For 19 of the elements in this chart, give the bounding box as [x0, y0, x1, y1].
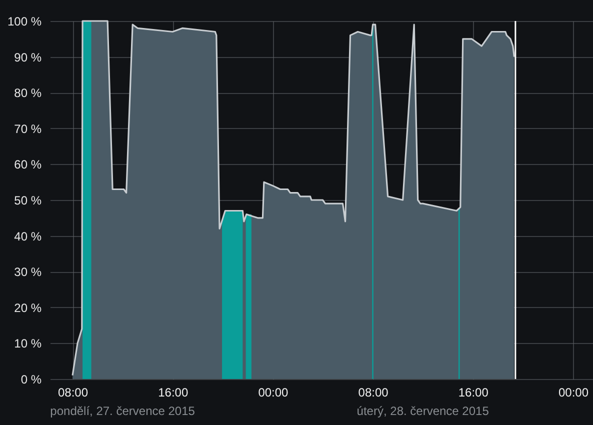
x-tick-label: 00:00	[258, 386, 289, 400]
text: úterý, 28. července 2015	[356, 404, 490, 418]
x-tick-label: 08:00	[358, 386, 389, 400]
y-tick-label: 100 %	[7, 14, 42, 28]
y-tick-label: 60 %	[14, 158, 42, 172]
y-tick-label: 40 %	[14, 229, 42, 244]
x-tick-label: 16:00	[458, 386, 489, 400]
y-tick-label: 10 %	[14, 336, 42, 351]
y-tick-label: 30 %	[14, 265, 42, 280]
x-tick-label: 00:00	[558, 386, 589, 400]
text: pondělí, 27. července 2015	[50, 404, 196, 418]
y-tick-label: 90 %	[14, 50, 42, 64]
y-tick-label: 70 %	[14, 122, 42, 136]
x-tick-label: 16:00	[158, 386, 188, 400]
y-tick-label: 0 %	[20, 372, 42, 386]
y-tick-label: 50 %	[14, 194, 42, 208]
y-tick-label: 20 %	[14, 300, 42, 315]
x-tick-label: 08:00	[58, 386, 88, 400]
y-tick-label: 80 %	[14, 86, 42, 100]
